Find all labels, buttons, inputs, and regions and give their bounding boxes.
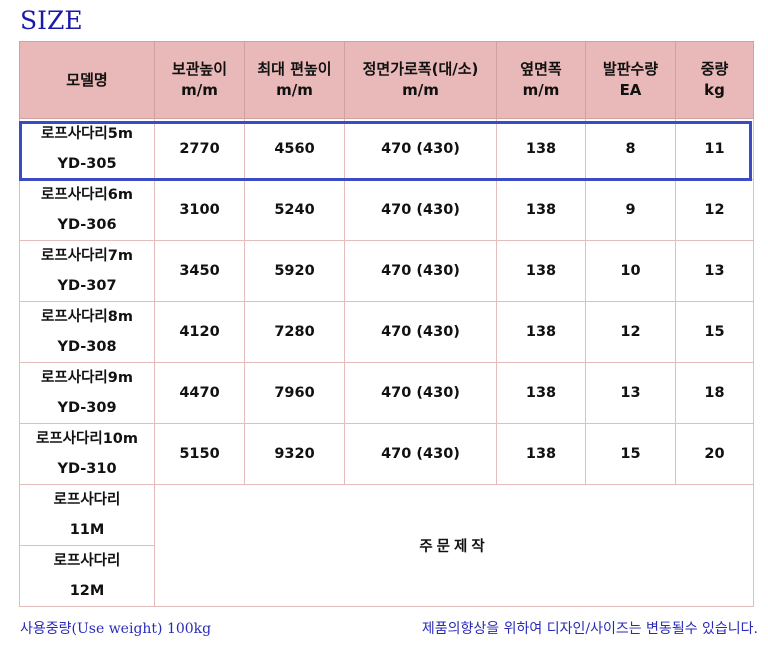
header-weight: 중량 kg <box>675 41 754 119</box>
steps-cell: 15 <box>585 423 676 485</box>
model-cell: 로프사다리8m YD-308 <box>19 301 155 363</box>
max-height-cell: 5920 <box>244 240 345 302</box>
header-row: 모델명 보관높이 m/m 최대 편높이 m/m 정면가로폭(대/소) m/m 옆면폭 m… <box>19 41 754 119</box>
side-width-cell: 138 <box>496 301 586 363</box>
side-width-cell: 138 <box>496 118 586 180</box>
weight-cell: 11 <box>675 118 754 180</box>
front-width-cell: 470 (430) <box>344 362 497 424</box>
storage-cell: 2770 <box>154 118 245 180</box>
model-cell: 로프사다리7m YD-307 <box>19 240 155 302</box>
header-front-width: 정면가로폭(대/소) m/m <box>344 41 497 119</box>
storage-cell: 3100 <box>154 179 245 241</box>
custom-order-text: 주문제작 <box>154 484 754 607</box>
front-width-cell: 470 (430) <box>344 301 497 363</box>
model-cell: 로프사다리5m YD-305 <box>19 118 155 180</box>
steps-cell: 9 <box>585 179 676 241</box>
weight-cell: 15 <box>675 301 754 363</box>
header-side-width: 옆면폭 m/m <box>496 41 586 119</box>
side-width-cell: 138 <box>496 179 586 241</box>
table-row: 로프사다리10m YD-310 5150 9320 470 (430) 138 1… <box>19 423 754 485</box>
max-height-cell: 7280 <box>244 301 345 363</box>
max-height-cell: 9320 <box>244 423 345 485</box>
front-width-cell: 470 (430) <box>344 179 497 241</box>
side-width-cell: 138 <box>496 423 586 485</box>
steps-cell: 12 <box>585 301 676 363</box>
weight-cell: 13 <box>675 240 754 302</box>
model-cell: 로프사다리10m YD-310 <box>19 423 155 485</box>
table-row: 로프사다리8m YD-308 4120 7280 470 (430) 138 12… <box>19 301 754 363</box>
model-cell: 로프사다리6m YD-306 <box>19 179 155 241</box>
storage-cell: 3450 <box>154 240 245 302</box>
footer-use-weight: 사용중량(Use weight) 100kg <box>20 621 212 637</box>
storage-cell: 4470 <box>154 362 245 424</box>
header-storage-height: 보관높이 m/m <box>154 41 245 119</box>
spec-table: 모델명 보관높이 m/m 최대 편높이 m/m 정면가로폭(대/소) m/m 옆면폭 m… <box>19 41 754 607</box>
front-width-cell: 470 (430) <box>344 118 497 180</box>
steps-cell: 13 <box>585 362 676 424</box>
max-height-cell: 5240 <box>244 179 345 241</box>
model-cell: 로프사다리 11M <box>19 484 155 546</box>
table-row: 로프사다리9m YD-309 4470 7960 470 (430) 138 13… <box>19 362 754 424</box>
model-cell: 로프사다리9m YD-309 <box>19 362 155 424</box>
table-row: 로프사다리5m YD-305 2770 4560 470 (430) 138 8 … <box>19 118 754 180</box>
table-row: 로프사다리7m YD-307 3450 5920 470 (430) 138 10… <box>19 240 754 302</box>
footer-notice: 제품의향상을 위하여 디자인/사이즈는 변동될수 있습니다. <box>421 621 758 637</box>
table-row-custom: 로프사다리 12M <box>19 545 754 607</box>
weight-cell: 18 <box>675 362 754 424</box>
front-width-cell: 470 (430) <box>344 240 497 302</box>
steps-cell: 8 <box>585 118 676 180</box>
storage-cell: 5150 <box>154 423 245 485</box>
model-cell: 로프사다리 12M <box>19 545 155 607</box>
table-row: 로프사다리6m YD-306 3100 5240 470 (430) 138 9 … <box>19 179 754 241</box>
weight-cell: 12 <box>675 179 754 241</box>
header-max-height: 최대 편높이 m/m <box>244 41 345 119</box>
table-row-custom: 로프사다리 11M 주문제작 <box>19 484 754 607</box>
header-model: 모델명 <box>19 41 155 119</box>
header-steps: 발판수량 EA <box>585 41 676 119</box>
max-height-cell: 4560 <box>244 118 345 180</box>
page-title: SIZE <box>20 6 83 35</box>
front-width-cell: 470 (430) <box>344 423 497 485</box>
steps-cell: 10 <box>585 240 676 302</box>
weight-cell: 20 <box>675 423 754 485</box>
side-width-cell: 138 <box>496 240 586 302</box>
max-height-cell: 7960 <box>244 362 345 424</box>
side-width-cell: 138 <box>496 362 586 424</box>
storage-cell: 4120 <box>154 301 245 363</box>
